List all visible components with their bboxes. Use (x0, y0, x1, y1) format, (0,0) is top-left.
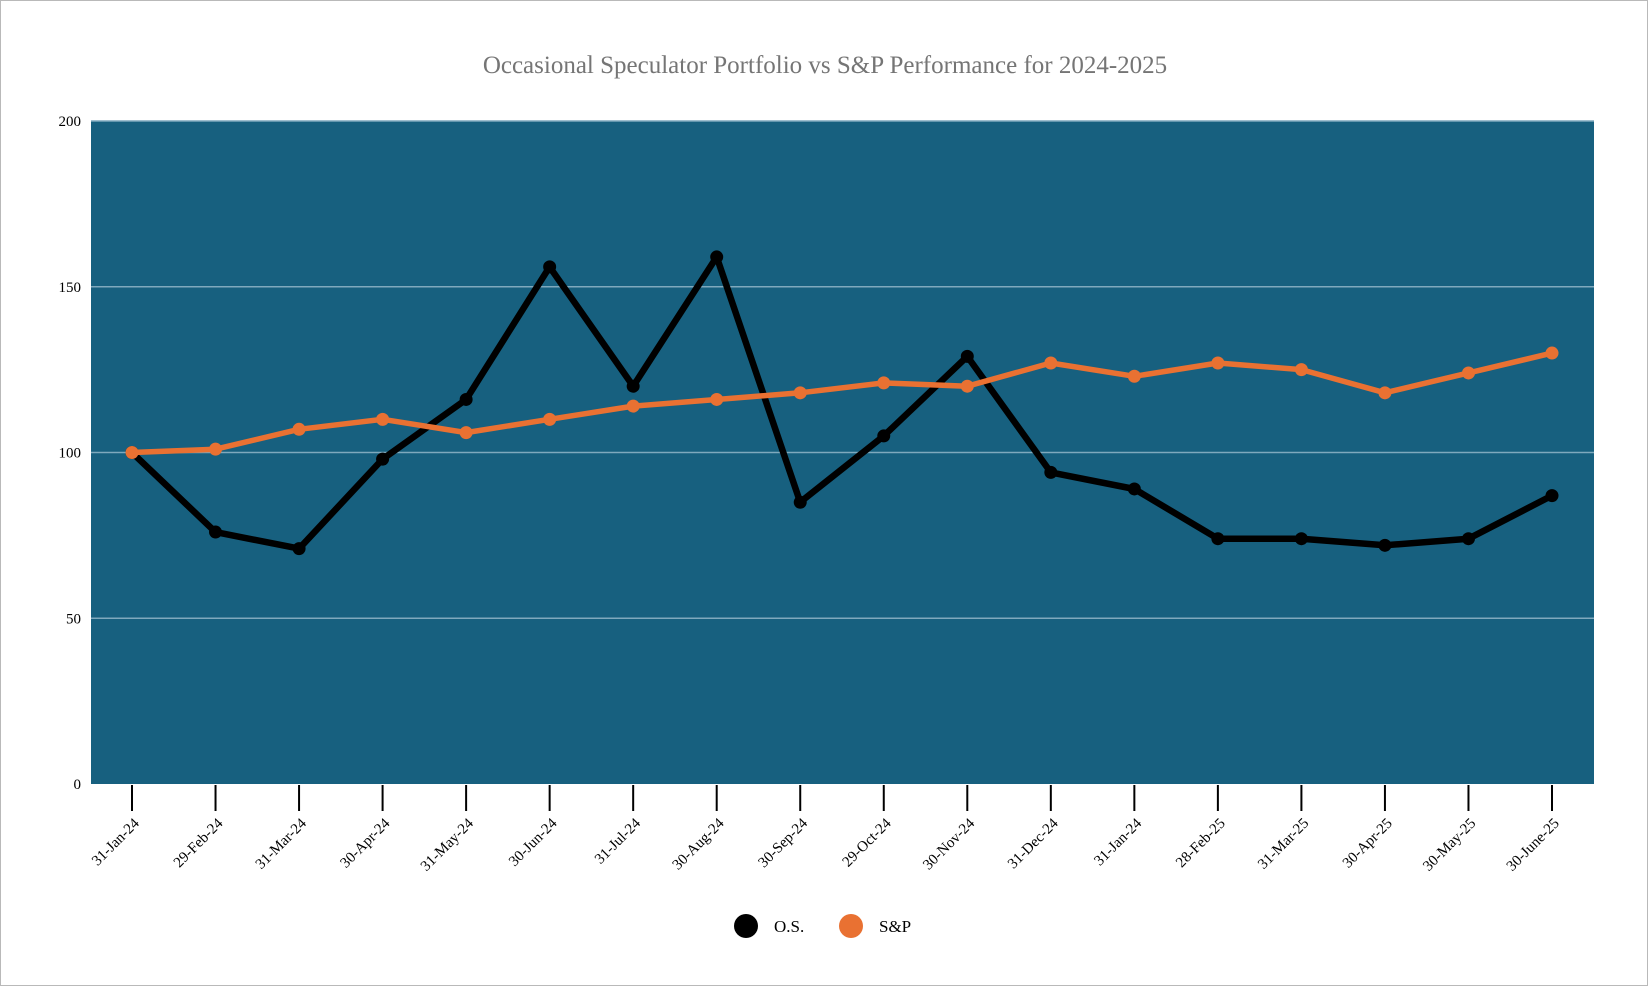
x-tick-label: 29-Oct-24 (840, 815, 895, 870)
data-point (710, 250, 724, 264)
data-point (1211, 356, 1225, 370)
data-point (1294, 363, 1308, 377)
x-tick-label: 29-Feb-24 (171, 815, 227, 871)
x-tick-label: 31-May-24 (418, 815, 477, 874)
series-os (125, 250, 1559, 556)
legend: O.S. S&P (734, 914, 911, 938)
legend-marker (839, 914, 863, 938)
data-point (1545, 346, 1559, 360)
x-tick-label: 30-Aug-24 (670, 815, 728, 873)
data-point (1461, 366, 1475, 380)
data-point (459, 426, 473, 440)
series-lines (125, 250, 1559, 556)
x-tick-label: 30-Nov-24 (920, 815, 978, 873)
data-point (1378, 538, 1392, 552)
x-tick-label: 30-June-25 (1504, 816, 1563, 875)
data-point (209, 525, 223, 539)
x-tick-label: 31-Mar-24 (253, 815, 310, 872)
data-point (793, 386, 807, 400)
data-point (1461, 532, 1475, 546)
x-tick-label: 31-Jan-24 (89, 815, 143, 869)
data-point (376, 412, 390, 426)
data-point (292, 422, 306, 436)
data-point (543, 412, 557, 426)
data-point (543, 260, 557, 274)
data-point (960, 379, 974, 393)
data-point (376, 452, 390, 466)
data-point (626, 379, 640, 393)
x-tick-label: 30-Sep-24 (756, 815, 812, 871)
chart-title: Occasional Speculator Portfolio vs S&P P… (483, 52, 1167, 79)
x-tick-label: 31-Jul-24 (592, 815, 644, 867)
data-point (1378, 386, 1392, 400)
data-point (1545, 489, 1559, 503)
data-point (877, 429, 891, 443)
gridlines (91, 120, 1594, 619)
data-point (710, 392, 724, 406)
x-tick-label: 28-Feb-25 (1173, 816, 1229, 872)
data-point (209, 442, 223, 456)
y-tick-label-100: 100 (59, 446, 82, 462)
data-point (1044, 465, 1058, 479)
x-tick-label: 30-May-25 (1420, 816, 1479, 875)
legend-marker (734, 914, 758, 938)
series-sp (125, 346, 1559, 459)
x-axis: 31-Jan-24 29-Feb-24 31-Mar-24 30-Apr-24 31-M… (89, 785, 1563, 875)
series-line (129, 350, 1555, 456)
y-axis: 0 50 100 150 200 (59, 114, 82, 793)
data-point (1127, 369, 1141, 383)
x-tick-label: 31-Mar-25 (1255, 816, 1312, 873)
x-tick-label: 31-Dec-24 (1005, 815, 1062, 872)
data-point (292, 542, 306, 556)
data-point (793, 495, 807, 509)
series-line (128, 253, 1556, 552)
data-point (125, 446, 139, 459)
data-point (877, 376, 891, 390)
data-point (459, 392, 473, 406)
data-point (1294, 532, 1308, 546)
x-tick-label: 30-Jun-24 (506, 815, 561, 870)
data-point (1211, 532, 1225, 546)
legend-label: O.S. (774, 917, 804, 936)
data-point (626, 399, 640, 413)
y-tick-label-0: 0 (74, 777, 82, 793)
data-point (1127, 482, 1141, 496)
x-tick-label: 30-Apr-25 (1340, 816, 1396, 872)
data-point (1044, 356, 1058, 370)
x-tick-label: 30-Apr-24 (338, 815, 394, 871)
legend-label: S&P (879, 917, 911, 936)
y-tick-label-150: 150 (59, 280, 82, 296)
y-tick-label-50: 50 (66, 611, 81, 627)
y-tick-label-200: 200 (59, 114, 82, 130)
x-tick-label: 31-Jan-24 (1091, 815, 1145, 869)
data-point (960, 349, 974, 363)
